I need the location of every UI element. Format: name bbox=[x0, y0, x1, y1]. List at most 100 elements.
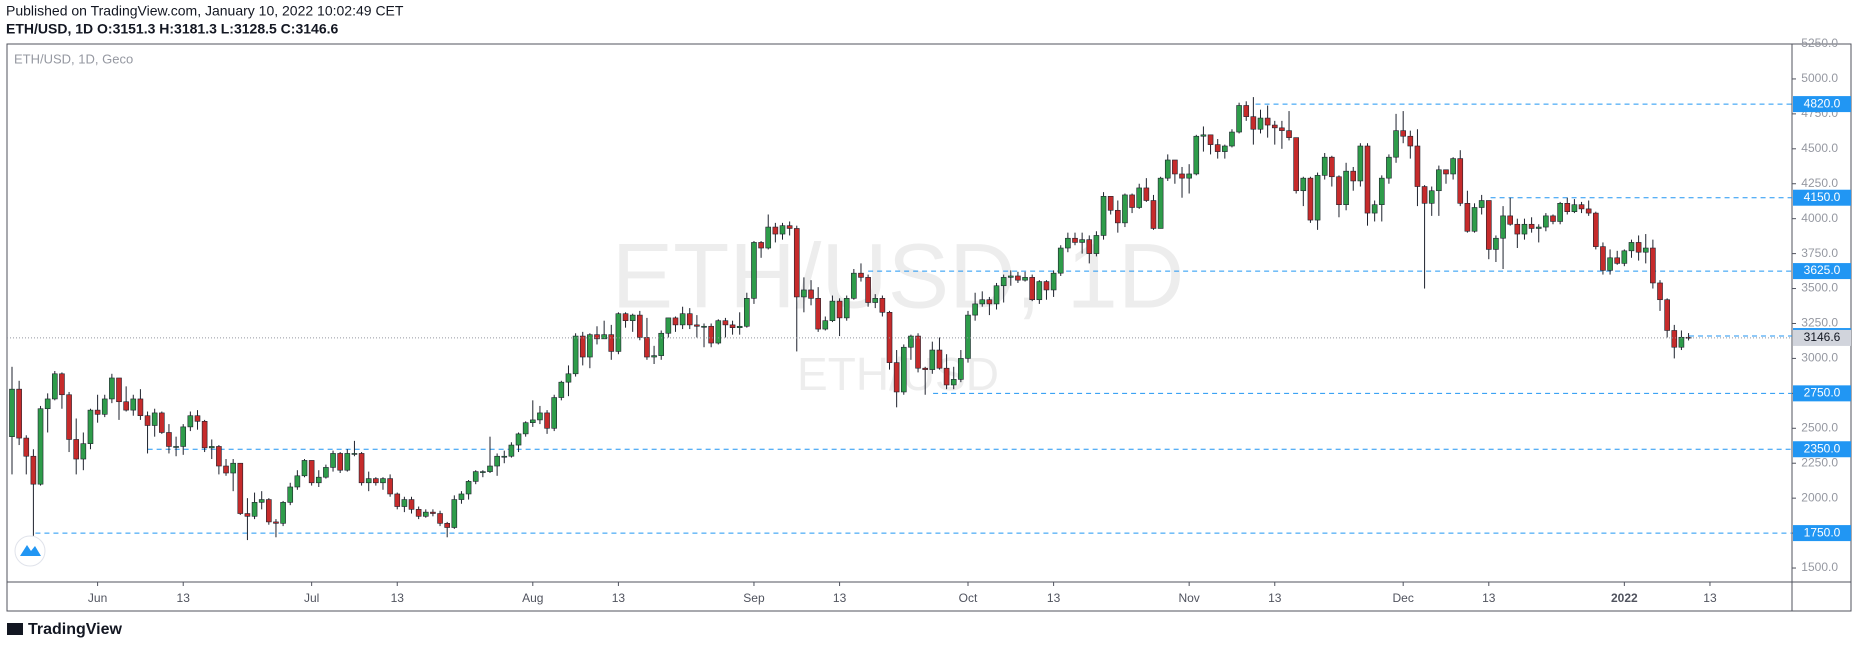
candle-body bbox=[23, 437, 30, 457]
level-label-box bbox=[1793, 96, 1851, 113]
candle-body bbox=[793, 228, 800, 298]
candle-body bbox=[587, 334, 593, 358]
candle-body bbox=[344, 453, 351, 471]
y-tick-label: 4000.0 bbox=[1801, 211, 1838, 225]
candle-body bbox=[701, 325, 707, 328]
candle-body bbox=[480, 471, 486, 473]
candle-body bbox=[51, 373, 58, 400]
candle-body bbox=[116, 377, 122, 403]
candle-body bbox=[237, 462, 244, 514]
candle-body bbox=[387, 478, 393, 495]
candle-body bbox=[1478, 200, 1485, 208]
candle-body bbox=[59, 373, 65, 396]
candle-body bbox=[87, 409, 94, 444]
candle-body bbox=[1200, 134, 1207, 137]
candle-body bbox=[893, 362, 900, 393]
level-label-box bbox=[1793, 263, 1851, 280]
candle-body bbox=[1007, 275, 1014, 278]
x-tick-label: 13 bbox=[1703, 591, 1717, 605]
candle-body bbox=[1535, 226, 1542, 229]
y-tick-label: 2250.0 bbox=[1801, 455, 1838, 469]
candle-body bbox=[330, 453, 336, 468]
candle-body bbox=[1521, 223, 1528, 235]
candle-body bbox=[1136, 187, 1143, 208]
candle-body bbox=[986, 299, 993, 305]
candle-body bbox=[337, 453, 343, 471]
candle-body bbox=[1443, 169, 1449, 175]
candle-body bbox=[1107, 196, 1114, 211]
candle-body bbox=[758, 242, 764, 249]
x-tick-label: 13 bbox=[612, 591, 626, 605]
candle-body bbox=[408, 499, 415, 510]
candle-body bbox=[137, 398, 144, 417]
candle-body bbox=[180, 426, 187, 447]
candle-body bbox=[258, 499, 265, 503]
candle-body bbox=[266, 499, 272, 523]
y-tick-label: 2000.0 bbox=[1801, 490, 1838, 504]
candle-body bbox=[37, 408, 44, 485]
candle-body bbox=[422, 511, 429, 517]
brand-name: TradingView bbox=[28, 621, 123, 638]
candle-body bbox=[465, 481, 472, 495]
y-tick-label: 3250.0 bbox=[1801, 316, 1838, 330]
candle-body bbox=[1350, 170, 1357, 182]
candle-body bbox=[1500, 215, 1506, 239]
candle-body bbox=[858, 272, 864, 278]
candle-body bbox=[294, 475, 301, 488]
candle-body bbox=[851, 272, 857, 299]
candle-body bbox=[1214, 144, 1221, 152]
candle-body bbox=[786, 225, 793, 229]
candle-body bbox=[373, 478, 379, 484]
candle-body bbox=[1293, 137, 1299, 192]
candle-body bbox=[1685, 336, 1692, 339]
candle-body bbox=[1321, 156, 1328, 176]
candle-body bbox=[1642, 247, 1649, 253]
candle-body bbox=[173, 446, 179, 448]
y-tick-label: 3750.0 bbox=[1801, 246, 1838, 260]
candle-body bbox=[1086, 239, 1093, 254]
candle-body bbox=[1015, 275, 1021, 281]
candle-body bbox=[1671, 330, 1678, 348]
candle-body bbox=[273, 521, 279, 524]
candle-body bbox=[1000, 277, 1007, 287]
candle-body bbox=[494, 455, 500, 467]
candle-body bbox=[1029, 277, 1035, 301]
candle-body bbox=[836, 300, 843, 319]
candle-body bbox=[1614, 257, 1621, 264]
candle-body bbox=[1593, 212, 1599, 247]
x-tick-label: Dec bbox=[1393, 591, 1414, 605]
candle-body bbox=[130, 398, 137, 411]
candle-body bbox=[308, 460, 315, 484]
candle-body bbox=[1264, 117, 1271, 126]
candle-body bbox=[1271, 124, 1278, 129]
candle-body bbox=[1222, 145, 1228, 152]
candle-body bbox=[1657, 282, 1663, 301]
candle-body bbox=[216, 446, 222, 467]
brand: TradingView bbox=[7, 621, 123, 638]
candle-body bbox=[915, 335, 921, 369]
chart-title: ETH/USD, 1D O:3151.3 H:3181.3 L:3128.5 C… bbox=[6, 21, 338, 37]
candle-body bbox=[1065, 237, 1071, 249]
candle-body bbox=[1036, 281, 1043, 301]
candle-body bbox=[922, 367, 928, 370]
candle-body bbox=[515, 433, 522, 446]
candle-body bbox=[1229, 131, 1235, 147]
candle-body bbox=[1257, 117, 1264, 130]
candle-body bbox=[151, 412, 158, 426]
candle-body bbox=[936, 349, 943, 369]
candle-body bbox=[1557, 203, 1563, 222]
candle-body bbox=[529, 419, 536, 423]
candle-body bbox=[522, 422, 529, 435]
candle-body bbox=[1485, 200, 1492, 250]
candle-body bbox=[44, 398, 51, 410]
y-tick-label: 3500.0 bbox=[1801, 281, 1838, 295]
candle-body bbox=[558, 381, 565, 398]
candle-body bbox=[943, 367, 950, 386]
candle-body bbox=[1543, 215, 1549, 228]
candle-body bbox=[1329, 156, 1335, 178]
candle-body bbox=[1129, 194, 1135, 208]
x-tick-label: 13 bbox=[1268, 591, 1282, 605]
candle-body bbox=[365, 478, 372, 484]
candle-body bbox=[394, 493, 401, 507]
candle-body bbox=[1307, 177, 1314, 221]
